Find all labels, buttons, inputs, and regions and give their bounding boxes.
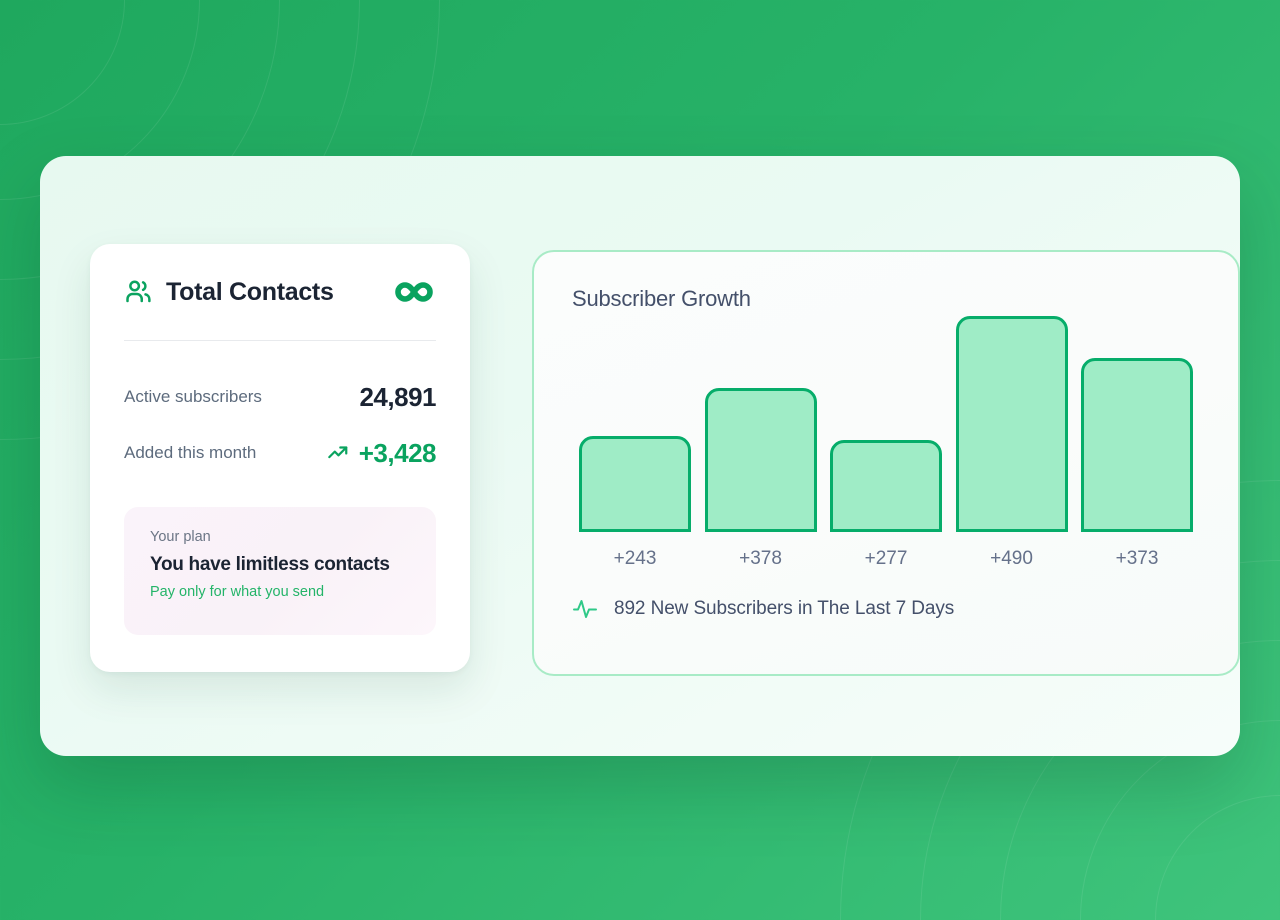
bar-column[interactable]: +378 [704,388,818,570]
page-title: Total Contacts [166,277,334,306]
plan-box[interactable]: Your plan You have limitless contacts Pa… [124,507,436,635]
chart-bar[interactable] [1081,358,1193,532]
header-divider [124,340,436,341]
plan-title: You have limitless contacts [150,554,390,575]
stat-label: Active subscribers [124,387,262,406]
chart-footer: 892 New Subscribers in The Last 7 Days [572,596,1200,622]
chart-bar[interactable] [830,440,942,532]
bar-column[interactable]: +243 [578,436,692,570]
activity-pulse-icon [572,596,598,622]
total-contacts-card: Total Contacts Active subscribers 24,891… [90,244,470,672]
bar-label: +490 [990,548,1033,569]
stat-label: Added this month [124,443,257,462]
stat-value: 24,891 [359,381,436,412]
bar-label: +373 [1115,548,1159,569]
subscriber-growth-card: Subscriber Growth +243 +378 +277 +490 +3… [532,250,1240,676]
users-icon [124,277,154,307]
trending-up-icon [327,442,349,464]
plan-kicker: Your plan [150,529,211,545]
bar-column[interactable]: +490 [955,316,1069,570]
chart-footer-text: 892 New Subscribers in The Last 7 Days [614,598,955,619]
bar-column[interactable]: +277 [829,440,943,570]
chart-title: Subscriber Growth [572,286,751,311]
bar-label: +378 [739,548,782,569]
plan-subtitle: Pay only for what you send [150,584,325,600]
bar-label: +243 [613,548,657,569]
chart-bar[interactable] [955,316,1068,532]
stat-value: +3,428 [358,437,437,468]
bar-chart: +243 +378 +277 +490 +373 [572,316,1200,570]
bar-label: +277 [864,548,908,569]
dashboard-panel: Total Contacts Active subscribers 24,891… [40,156,1240,756]
chart-bar[interactable] [579,436,691,532]
stat-value-group: +3,428 [327,437,437,469]
infinity-icon [392,277,436,307]
stat-row-added-this-month: Added this month +3,428 [124,425,437,481]
chart-bar[interactable] [704,388,817,532]
bar-column[interactable]: +373 [1080,358,1194,570]
stat-row-active-subscribers: Active subscribers 24,891 [124,369,436,425]
background-rings-top-left [0,0,440,440]
card-header: Total Contacts [124,244,436,340]
